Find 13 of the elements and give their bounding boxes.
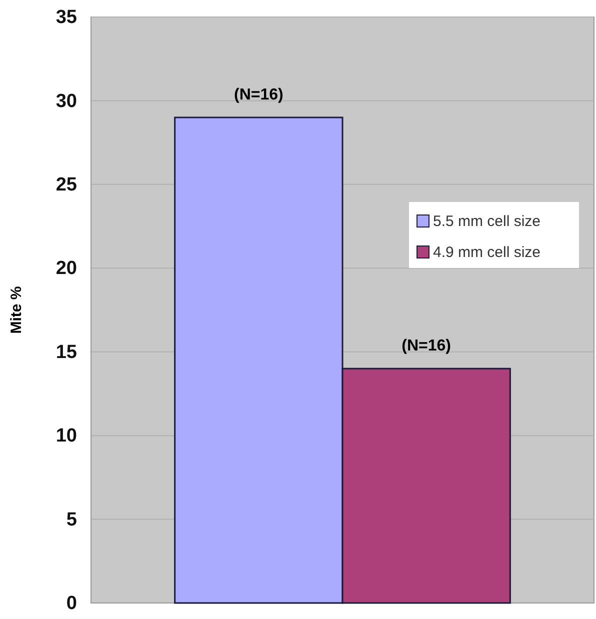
annotation: (N=16)	[234, 86, 284, 104]
y-tick-label: 25	[56, 174, 78, 196]
y-tick-label: 30	[56, 90, 77, 112]
y-tick-label: 5	[66, 509, 78, 530]
annotation: (N=16)	[402, 338, 452, 355]
legend-label: 4.9 mm cell size	[433, 244, 541, 261]
y-axis-title: Mite %	[8, 286, 25, 334]
y-tick-label: 35	[56, 7, 78, 28]
y-tick-label: 15	[56, 342, 78, 363]
legend-label: 5.5 mm cell size	[433, 213, 541, 230]
y-tick-label: 20	[56, 258, 77, 280]
y-tick-label: 0	[66, 593, 77, 614]
y-tick-label: 10	[56, 426, 77, 447]
